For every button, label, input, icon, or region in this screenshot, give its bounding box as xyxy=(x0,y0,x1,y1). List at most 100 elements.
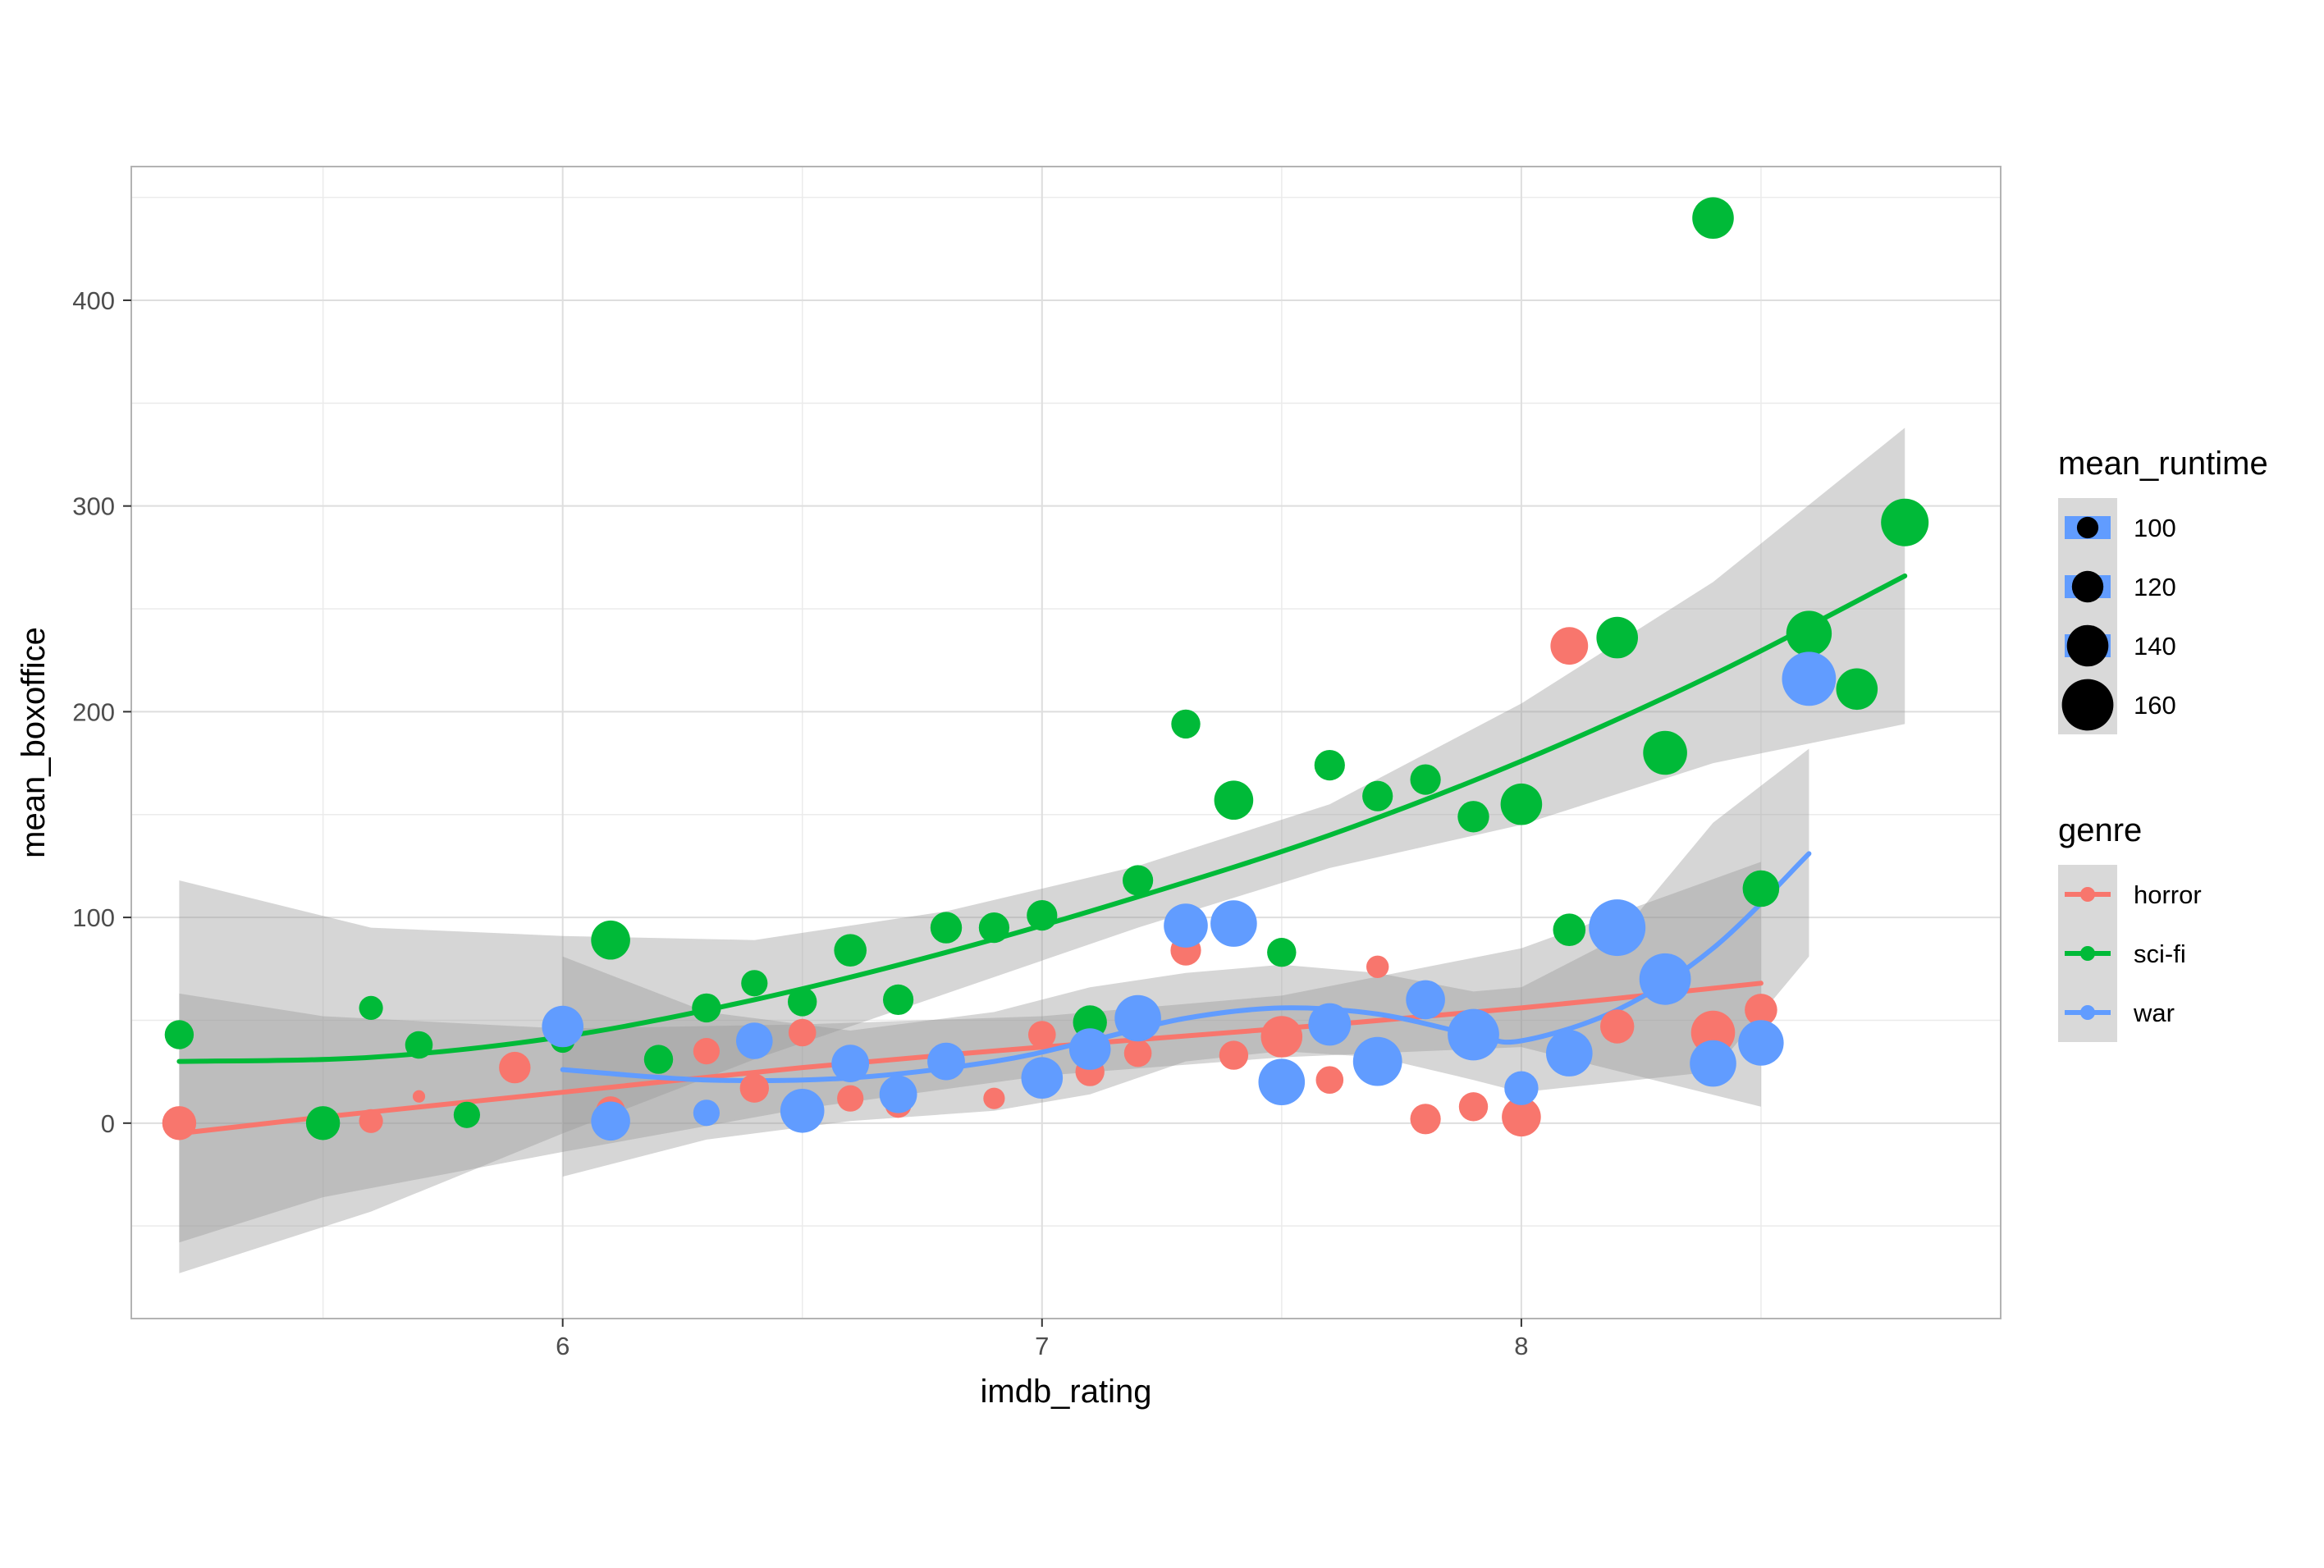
point-sci-fi xyxy=(453,1101,481,1128)
legend-color-keys: horror sci-fi war xyxy=(2058,865,2202,1042)
point-war xyxy=(1164,903,1208,948)
y-tick-label: 0 xyxy=(101,1109,115,1138)
point-horror xyxy=(1745,994,1777,1026)
point-sci-fi xyxy=(1410,764,1441,795)
point-sci-fi xyxy=(1027,900,1058,931)
point-war xyxy=(1258,1058,1306,1105)
point-sci-fi xyxy=(1742,870,1780,907)
point-war xyxy=(1210,900,1257,947)
point-horror xyxy=(693,1038,721,1065)
point-war xyxy=(1589,899,1646,957)
point-horror xyxy=(1502,1097,1541,1137)
point-sci-fi xyxy=(1692,197,1734,239)
point-horror xyxy=(1410,1104,1441,1135)
point-war xyxy=(693,1099,721,1127)
legend-color-label: war xyxy=(2133,999,2175,1027)
point-sci-fi xyxy=(692,993,721,1023)
point-horror xyxy=(359,1109,383,1133)
point-war xyxy=(1068,1028,1111,1070)
point-horror xyxy=(162,1106,197,1141)
legend-size-title: mean_runtime xyxy=(2058,446,2268,482)
point-war xyxy=(736,1022,773,1059)
legend-size-key-dot xyxy=(2066,624,2109,667)
point-horror xyxy=(1458,1092,1489,1122)
point-war xyxy=(1639,953,1691,1005)
point-sci-fi xyxy=(741,970,768,997)
point-war xyxy=(1406,980,1445,1020)
y-axis-title: mean_boxoffice xyxy=(16,627,52,858)
point-war xyxy=(1690,1040,1736,1087)
point-horror xyxy=(1550,627,1589,665)
point-sci-fi xyxy=(1457,801,1489,833)
point-horror xyxy=(1260,1016,1303,1058)
legend-size-keys: 100 120 140 160 xyxy=(2058,498,2176,734)
point-sci-fi xyxy=(1786,610,1832,656)
point-horror xyxy=(1600,1009,1635,1044)
point-sci-fi xyxy=(643,1045,674,1074)
x-axis-title: imdb_rating xyxy=(980,1374,1151,1410)
point-war xyxy=(542,1005,583,1048)
point-sci-fi xyxy=(1362,780,1393,811)
point-war xyxy=(1021,1057,1064,1099)
point-war xyxy=(879,1075,917,1113)
legend-color-label: sci-fi xyxy=(2134,939,2186,968)
confidence-band-sci-fi xyxy=(179,427,1905,1273)
point-war xyxy=(1114,994,1161,1042)
trend-line-war xyxy=(560,851,1812,1084)
point-horror xyxy=(1366,955,1389,979)
point-sci-fi xyxy=(930,912,963,944)
point-sci-fi xyxy=(359,995,383,1020)
legend-size-key-dot xyxy=(2061,679,2114,731)
legend-color-key-dot xyxy=(2080,887,2095,902)
legend-size-label: 140 xyxy=(2134,632,2176,661)
point-war xyxy=(780,1089,825,1133)
point-horror xyxy=(983,1087,1005,1109)
point-sci-fi xyxy=(1643,730,1687,775)
legend-size-label: 160 xyxy=(2134,691,2176,720)
data-points xyxy=(162,197,1929,1141)
point-war xyxy=(1448,1008,1499,1061)
point-war xyxy=(1738,1020,1784,1066)
point-war xyxy=(1504,1071,1539,1105)
legend-color-key-dot xyxy=(2080,946,2095,961)
point-horror xyxy=(837,1085,864,1112)
point-war xyxy=(591,1101,630,1141)
point-sci-fi xyxy=(1314,750,1345,781)
point-horror xyxy=(1028,1021,1056,1049)
point-sci-fi xyxy=(305,1106,341,1141)
y-tick-label: 200 xyxy=(72,697,115,726)
point-sci-fi xyxy=(1553,913,1586,946)
point-sci-fi xyxy=(405,1031,433,1059)
point-sci-fi xyxy=(788,987,817,1017)
point-sci-fi xyxy=(1171,709,1201,739)
legend-size-key-dot xyxy=(2076,516,2099,539)
point-sci-fi xyxy=(978,912,1009,944)
point-sci-fi xyxy=(1596,616,1638,659)
point-sci-fi xyxy=(1836,668,1878,711)
point-horror xyxy=(1219,1040,1249,1070)
legend-color-title: genre xyxy=(2058,812,2142,848)
panel-border xyxy=(130,166,2001,1319)
point-sci-fi xyxy=(164,1020,194,1049)
point-horror xyxy=(788,1018,817,1047)
legend-size-key-dot xyxy=(2071,570,2104,603)
point-horror xyxy=(412,1090,426,1103)
point-war xyxy=(1782,651,1837,706)
legend-color-label: horror xyxy=(2134,880,2202,909)
point-sci-fi xyxy=(883,984,914,1015)
point-horror xyxy=(1315,1066,1344,1094)
x-tick-label: 8 xyxy=(1514,1332,1528,1360)
point-sci-fi xyxy=(1267,938,1297,967)
y-tick-label: 300 xyxy=(72,492,115,521)
point-horror xyxy=(1123,1039,1152,1067)
legend-size-label: 100 xyxy=(2134,514,2176,542)
point-war xyxy=(927,1042,965,1081)
point-sci-fi xyxy=(1500,783,1543,825)
legend-color-key-dot xyxy=(2080,1005,2095,1020)
point-horror xyxy=(499,1051,531,1084)
confidence-band-war xyxy=(562,748,1809,1177)
point-war xyxy=(831,1045,870,1082)
point-sci-fi xyxy=(1881,498,1929,546)
